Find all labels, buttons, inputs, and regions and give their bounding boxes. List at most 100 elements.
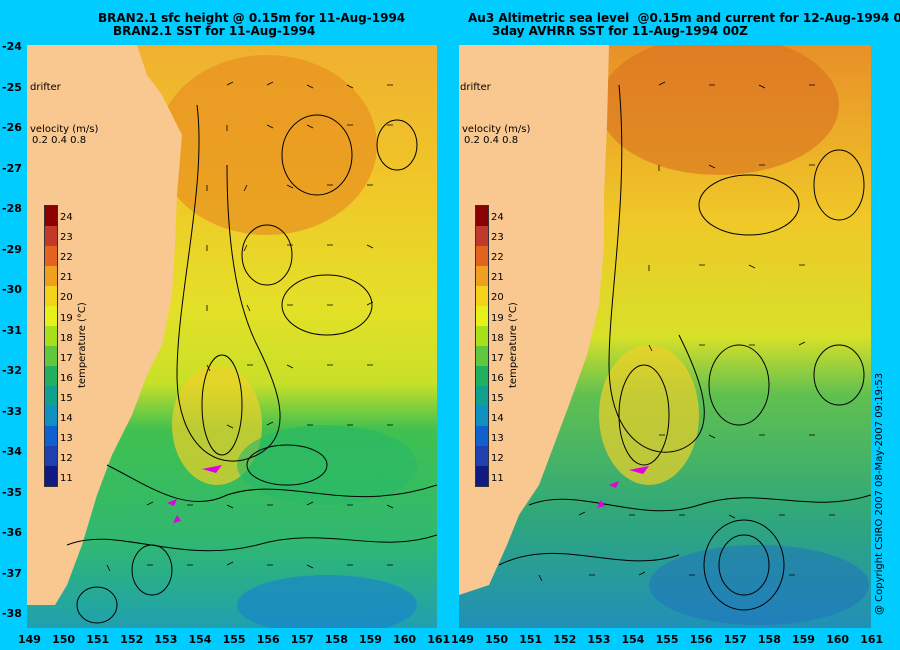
longitude-tick-label: 158 bbox=[757, 633, 781, 646]
colorbar-swatch bbox=[476, 366, 488, 386]
left-drifter-label: drifter bbox=[30, 82, 61, 93]
longitude-tick-label: 156 bbox=[689, 633, 713, 646]
colorbar-swatch bbox=[45, 346, 57, 366]
longitude-tick-label: 159 bbox=[792, 633, 815, 646]
colorbar-swatch bbox=[476, 346, 488, 366]
longitude-tick-label: 155 bbox=[222, 633, 246, 646]
colorbar-tick-label: 14 bbox=[491, 413, 504, 424]
longitude-tick-label: 153 bbox=[154, 633, 178, 646]
colorbar-swatch bbox=[45, 286, 57, 306]
colorbar-swatch bbox=[45, 366, 57, 386]
latitude-tick-label: -24 bbox=[2, 40, 22, 53]
colorbar-swatch bbox=[45, 326, 57, 346]
longitude-tick-label: 160 bbox=[826, 633, 850, 646]
colorbar-swatch bbox=[45, 246, 57, 266]
longitude-tick-label: 155 bbox=[655, 633, 679, 646]
right-colorbar bbox=[475, 205, 489, 487]
colorbar-tick-label: 23 bbox=[60, 232, 73, 244]
colorbar-tick-label: 22 bbox=[60, 252, 73, 264]
latitude-tick-label: -32 bbox=[2, 364, 22, 377]
longitude-tick-label: 160 bbox=[393, 633, 417, 646]
latitude-tick-label: -30 bbox=[2, 283, 22, 296]
colorbar-swatch bbox=[45, 446, 57, 466]
colorbar-tick-label: 18 bbox=[60, 332, 73, 344]
colorbar-tick-label: 16 bbox=[491, 372, 504, 384]
colorbar-swatch bbox=[45, 466, 57, 486]
colorbar-tick-label: 24 bbox=[60, 212, 73, 223]
longitude-tick-label: 161 bbox=[860, 633, 884, 646]
colorbar-swatch bbox=[45, 386, 57, 406]
longitude-tick-label: 153 bbox=[587, 633, 611, 646]
colorbar-swatch bbox=[476, 426, 488, 446]
latitude-tick-label: -34 bbox=[2, 445, 22, 458]
colorbar-tick-label: 20 bbox=[60, 292, 73, 304]
colorbar-tick-label: 19 bbox=[491, 312, 504, 324]
longitude-tick-label: 152 bbox=[553, 633, 577, 646]
colorbar-tick-label: 14 bbox=[60, 413, 73, 424]
left-map-panel bbox=[27, 45, 437, 628]
latitude-tick-label: -38 bbox=[2, 607, 22, 620]
colorbar-swatch bbox=[45, 226, 57, 246]
longitude-tick-label: 150 bbox=[52, 633, 76, 646]
right-drifter-label: drifter bbox=[460, 82, 491, 93]
colorbar-swatch bbox=[476, 306, 488, 326]
longitude-tick-label: 149 bbox=[451, 633, 474, 646]
colorbar-tick-label: 21 bbox=[491, 272, 504, 284]
colorbar-tick-label: 11 bbox=[491, 473, 504, 485]
copyright-text: @ Copyright CSIRO 2007 08-May-2007 09:19… bbox=[874, 372, 885, 615]
colorbar-tick-label: 21 bbox=[60, 272, 73, 284]
latitude-tick-label: -33 bbox=[2, 404, 22, 418]
colorbar-swatch bbox=[476, 206, 488, 226]
colorbar-swatch bbox=[45, 306, 57, 326]
colorbar-tick-label: 18 bbox=[491, 332, 504, 344]
colorbar-tick-label: 17 bbox=[491, 352, 504, 364]
colorbar-swatch bbox=[476, 266, 488, 286]
latitude-tick-label: -26 bbox=[2, 121, 22, 134]
longitude-tick-label: 157 bbox=[723, 633, 747, 646]
latitude-tick-label: -29 bbox=[2, 242, 22, 256]
colorbar-tick-label: 22 bbox=[491, 252, 504, 264]
longitude-tick-label: 154 bbox=[621, 633, 645, 646]
colorbar-swatch bbox=[476, 286, 488, 306]
colorbar-tick-label: 13 bbox=[491, 433, 504, 445]
colorbar-tick-label: 11 bbox=[60, 473, 73, 485]
colorbar-tick-label: 12 bbox=[60, 453, 73, 465]
right-title-line1: Au3 Altimetric sea level @0.15m and curr… bbox=[468, 11, 900, 25]
colorbar-tick-label: 19 bbox=[60, 312, 73, 324]
colorbar-tick-label: 17 bbox=[60, 352, 73, 364]
colorbar-swatch bbox=[45, 426, 57, 446]
colorbar-swatch bbox=[476, 446, 488, 466]
colorbar-swatch bbox=[476, 386, 488, 406]
left-colorbar-title: temperature (°C) bbox=[77, 302, 88, 388]
colorbar-swatch bbox=[476, 466, 488, 486]
colorbar-swatch bbox=[45, 266, 57, 286]
colorbar-tick-label: 16 bbox=[60, 372, 73, 384]
colorbar-swatch bbox=[45, 406, 57, 426]
longitude-tick-label: 154 bbox=[188, 633, 212, 646]
longitude-tick-label: 149 bbox=[18, 633, 41, 646]
latitude-tick-label: -35 bbox=[2, 485, 22, 499]
right-velocity-scale: 0.2 0.4 0.8 bbox=[464, 135, 519, 146]
latitude-tick-label: -37 bbox=[2, 566, 22, 580]
latitude-tick-label: -28 bbox=[2, 202, 22, 215]
longitude-tick-label: 150 bbox=[485, 633, 509, 646]
right-colorbar-title: temperature (°C) bbox=[508, 302, 519, 388]
longitude-tick-label: 161 bbox=[427, 633, 451, 646]
longitude-tick-label: 151 bbox=[519, 633, 543, 646]
colorbar-swatch bbox=[476, 406, 488, 426]
left-velocity-scale: 0.2 0.4 0.8 bbox=[32, 135, 87, 146]
left-colorbar bbox=[44, 205, 58, 487]
longitude-tick-label: 159 bbox=[359, 633, 382, 646]
right-map-panel bbox=[459, 45, 871, 628]
colorbar-tick-label: 24 bbox=[491, 212, 504, 223]
colorbar-tick-label: 12 bbox=[491, 453, 504, 465]
longitude-tick-label: 152 bbox=[120, 633, 144, 646]
colorbar-tick-label: 15 bbox=[491, 392, 504, 404]
colorbar-swatch bbox=[476, 226, 488, 246]
right-title-line2: 3day AVHRR SST for 11-Aug-1994 00Z bbox=[492, 24, 748, 38]
latitude-tick-label: -27 bbox=[2, 161, 22, 175]
longitude-tick-label: 151 bbox=[86, 633, 110, 646]
left-title-line1: BRAN2.1 sfc height @ 0.15m for 11-Aug-19… bbox=[98, 11, 406, 25]
latitude-tick-label: -36 bbox=[2, 526, 22, 539]
longitude-tick-label: 158 bbox=[324, 633, 348, 646]
